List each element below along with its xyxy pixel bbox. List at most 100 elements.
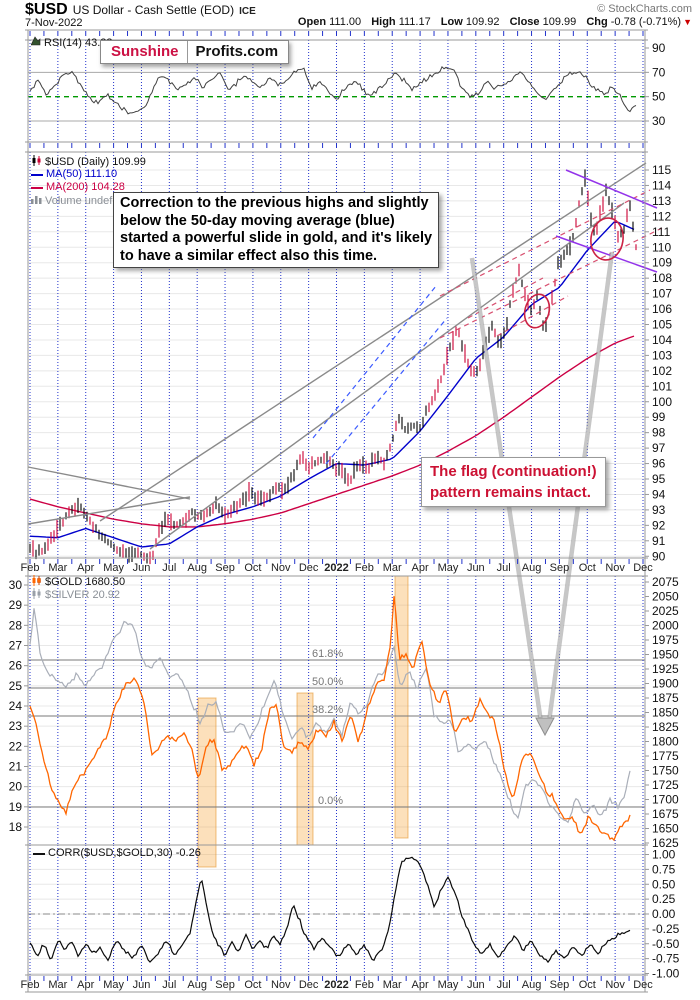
gold-candlestick-icon <box>31 575 42 589</box>
highlight-band <box>197 697 217 868</box>
month-label: Mar <box>383 562 402 574</box>
red-dashed-flag-line <box>439 189 651 297</box>
axis-tick-label: 50 <box>652 90 666 104</box>
candlestick-icon <box>31 155 42 169</box>
axis-tick-label: 92 <box>652 518 666 532</box>
month-label: Apr <box>412 979 429 991</box>
axis-tick-label: 104 <box>652 333 672 347</box>
flag-line-2: pattern remains intact. <box>430 484 591 501</box>
usd-candles-red <box>32 190 637 565</box>
axis-tick-label: 1700 <box>652 793 679 807</box>
axis-tick-label: 90 <box>652 41 666 55</box>
axis-tick-label: 22 <box>9 739 23 753</box>
high-label: High <box>371 16 396 28</box>
month-label: 2022 <box>324 979 348 991</box>
series-layer <box>29 65 637 964</box>
month-label: Feb <box>355 562 374 574</box>
axis-tick-label: 2000 <box>652 619 679 633</box>
high-value: 111.17 <box>398 16 431 28</box>
axis-tick-label: 90 <box>652 549 666 563</box>
axis-tick-label: 1975 <box>652 633 679 647</box>
blue-dashed-channel-line <box>325 317 448 465</box>
axis-tick-label: 23 <box>9 719 23 733</box>
month-label: 2022 <box>324 562 348 574</box>
axis-tick-label: 98 <box>652 426 666 440</box>
axis-tick-label: 1850 <box>652 706 679 720</box>
gold-legend: $GOLD 1680.50 <box>31 575 125 589</box>
axis-tick-label: 0.50 <box>652 877 676 891</box>
month-label: Mar <box>383 979 402 991</box>
axis-tick-label: 2025 <box>652 604 679 618</box>
axis-tick-label: 105 <box>652 318 672 332</box>
volume-bars-icon <box>31 194 42 207</box>
month-label: Dec <box>299 979 319 991</box>
axis-tick-label: 21 <box>9 760 23 774</box>
stockcharts-copyright-link[interactable]: © StockCharts.com <box>597 3 692 15</box>
axis-tick-label: 1900 <box>652 677 679 691</box>
annotation-note-box: Correction to the previous highs and sli… <box>113 192 440 269</box>
axis-tick-label: -0.25 <box>652 922 680 936</box>
month-label: May <box>103 979 124 991</box>
silver-candlestick-icon <box>31 588 42 602</box>
month-label: Feb <box>21 562 40 574</box>
axis-tick-label: 18 <box>9 820 23 834</box>
month-label: Jun <box>133 979 151 991</box>
axis-tick-label: 1775 <box>652 749 679 763</box>
axis-tick-label: 0.00 <box>652 907 676 921</box>
month-label: Apr <box>77 562 94 574</box>
note-line-4: to have a similar effect also this time. <box>120 247 378 264</box>
gray-trendline <box>99 162 647 522</box>
gold-legend-label: $GOLD 1680.50 <box>45 576 126 588</box>
month-label: Nov <box>605 562 625 574</box>
axis-tick-label: 30 <box>652 114 666 128</box>
month-label: May <box>438 979 459 991</box>
axis-tick-label: 102 <box>652 364 672 378</box>
chart-date: 7-Nov-2022 <box>25 17 83 29</box>
gray-trendline <box>27 466 191 500</box>
gray-arrowhead <box>535 717 555 737</box>
ma200-line <box>29 335 635 528</box>
corr-series-line <box>29 856 631 964</box>
ma200-legend: MA(200) 104.28 <box>31 181 125 193</box>
highlight-band <box>394 575 409 839</box>
usd-legend: $USD (Daily) 109.99 <box>31 155 146 169</box>
axis-tick-label: 20 <box>9 780 23 794</box>
flag-line-1: The flag (continuation!) <box>430 463 597 480</box>
axis-tick-label: 1950 <box>652 648 679 662</box>
axis-tick-label: 96 <box>652 457 666 471</box>
axis-tick-label: 111 <box>652 225 671 239</box>
axis-tick-label: -1.00 <box>652 967 680 981</box>
month-label: Dec <box>633 979 653 991</box>
low-label: Low <box>440 16 463 28</box>
axis-tick-label: 0.25 <box>652 892 676 906</box>
axis-tick-label: 1725 <box>652 778 679 792</box>
chg-label: Chg <box>586 16 608 28</box>
gold-series-line <box>29 596 631 842</box>
highlight-bands-layer <box>197 575 409 868</box>
axis-tick-label: 110 <box>652 240 671 254</box>
axis-tick-label: 108 <box>652 271 672 285</box>
month-label: Jun <box>133 562 151 574</box>
blue-dashed-channel-line <box>312 285 437 439</box>
axis-tick-label: 112 <box>652 209 671 223</box>
month-label: Jul <box>162 562 176 574</box>
open-value: 111.00 <box>329 16 362 28</box>
month-label: Apr <box>412 562 429 574</box>
axis-tick-label: 97 <box>652 441 666 455</box>
axis-tick-label: -0.50 <box>652 937 680 951</box>
month-label: Mar <box>48 979 67 991</box>
month-label: Dec <box>633 562 653 574</box>
fib-label: 61.8% <box>312 648 343 660</box>
red-ellipse-current <box>590 217 624 261</box>
month-label: Nov <box>605 979 625 991</box>
axis-tick-label: 27 <box>9 639 23 653</box>
month-label: Feb <box>21 979 40 991</box>
rsi-series-line <box>29 65 637 115</box>
month-label: Aug <box>187 979 207 991</box>
axis-tick-label: 1675 <box>652 807 679 821</box>
axis-tick-label: 101 <box>652 379 672 393</box>
axis-tick-label: 99 <box>652 410 666 424</box>
fib-label: 50.0% <box>312 676 343 688</box>
axis-tick-label: 1875 <box>652 691 679 705</box>
